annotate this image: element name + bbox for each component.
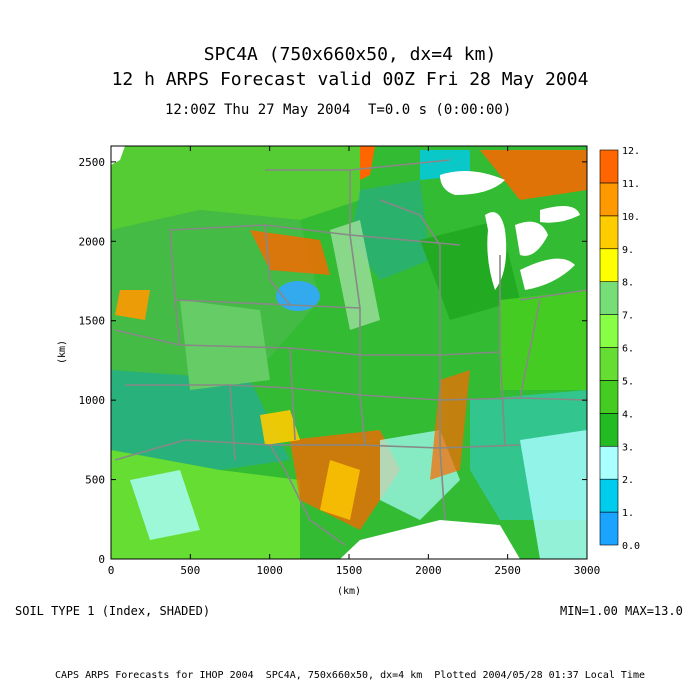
colorbar: 0.0 1. 2. 3. 4. 5. 6. 7. 8. 9. 10. 11. 12. bbox=[599, 146, 640, 552]
colorbar-label: 12. bbox=[622, 146, 640, 157]
y-tick-label: 1500 bbox=[79, 315, 106, 328]
colorbar-label: 5. bbox=[622, 376, 634, 387]
colorbar-label: 7. bbox=[622, 311, 634, 322]
y-tick-label: 0 bbox=[98, 553, 105, 566]
plot-title: SPC4A (750x660x50, dx=4 km) bbox=[203, 44, 497, 65]
colorbar-swatch bbox=[599, 248, 619, 282]
colorbar-swatch bbox=[599, 182, 619, 217]
y-axis-label: (km) bbox=[57, 340, 68, 364]
field-label: SOIL TYPE 1 (Index, SHADED) bbox=[15, 604, 211, 618]
y-tick-label: 2000 bbox=[79, 235, 106, 248]
colorbar-label: 10. bbox=[622, 212, 640, 223]
colorbar-label: 6. bbox=[622, 344, 634, 355]
footer-caption: CAPS ARPS Forecasts for IHOP 2004 SPC4A,… bbox=[54, 670, 645, 681]
colorbar-label: 11. bbox=[622, 179, 640, 190]
colorbar-swatch bbox=[599, 149, 619, 184]
colorbar-label: 1. bbox=[622, 508, 634, 519]
colorbar-swatch bbox=[599, 478, 619, 513]
plot-subtitle: 12 h ARPS Forecast valid 00Z Fri 28 May … bbox=[111, 69, 589, 90]
y-axis: 0 500 1000 1500 2000 2500 bbox=[79, 156, 587, 566]
colorbar-swatch bbox=[599, 445, 619, 480]
colorbar-swatch bbox=[599, 314, 619, 348]
x-tick-label: 0 bbox=[108, 564, 115, 577]
colorbar-swatch bbox=[599, 281, 619, 315]
y-tick-label: 2500 bbox=[79, 156, 106, 169]
colorbar-label: 8. bbox=[622, 278, 634, 289]
model-time-label: T=0.0 s (0:00:00) bbox=[368, 102, 512, 118]
min-max-label: MIN=1.00 MAX=13.0 bbox=[560, 604, 683, 618]
x-axis-label: (km) bbox=[337, 586, 361, 597]
colorbar-swatch bbox=[599, 347, 619, 381]
colorbar-label: 3. bbox=[622, 442, 634, 453]
colorbar-swatch bbox=[599, 511, 619, 546]
colorbar-label: 9. bbox=[622, 245, 634, 256]
y-tick-label: 1000 bbox=[79, 394, 106, 407]
y-tick-label: 500 bbox=[85, 474, 105, 487]
x-tick-label: 2500 bbox=[494, 564, 521, 577]
colorbar-label: 2. bbox=[622, 475, 634, 486]
x-tick-label: 500 bbox=[180, 564, 200, 577]
colorbar-swatch bbox=[599, 413, 619, 447]
x-tick-label: 3000 bbox=[574, 564, 601, 577]
colorbar-swatch bbox=[599, 380, 619, 414]
x-tick-label: 1000 bbox=[256, 564, 283, 577]
state-boundaries bbox=[114, 159, 587, 546]
init-time-label: 12:00Z Thu 27 May 2004 bbox=[165, 102, 351, 118]
x-axis: 0 500 1000 1500 2000 2500 3000 bbox=[108, 146, 601, 577]
colorbar-label: 0.0 bbox=[622, 541, 640, 552]
x-tick-label: 2000 bbox=[415, 564, 442, 577]
soil-type-map bbox=[111, 146, 587, 559]
colorbar-label: 4. bbox=[622, 409, 634, 420]
colorbar-swatch bbox=[599, 215, 619, 250]
x-tick-label: 1500 bbox=[336, 564, 363, 577]
